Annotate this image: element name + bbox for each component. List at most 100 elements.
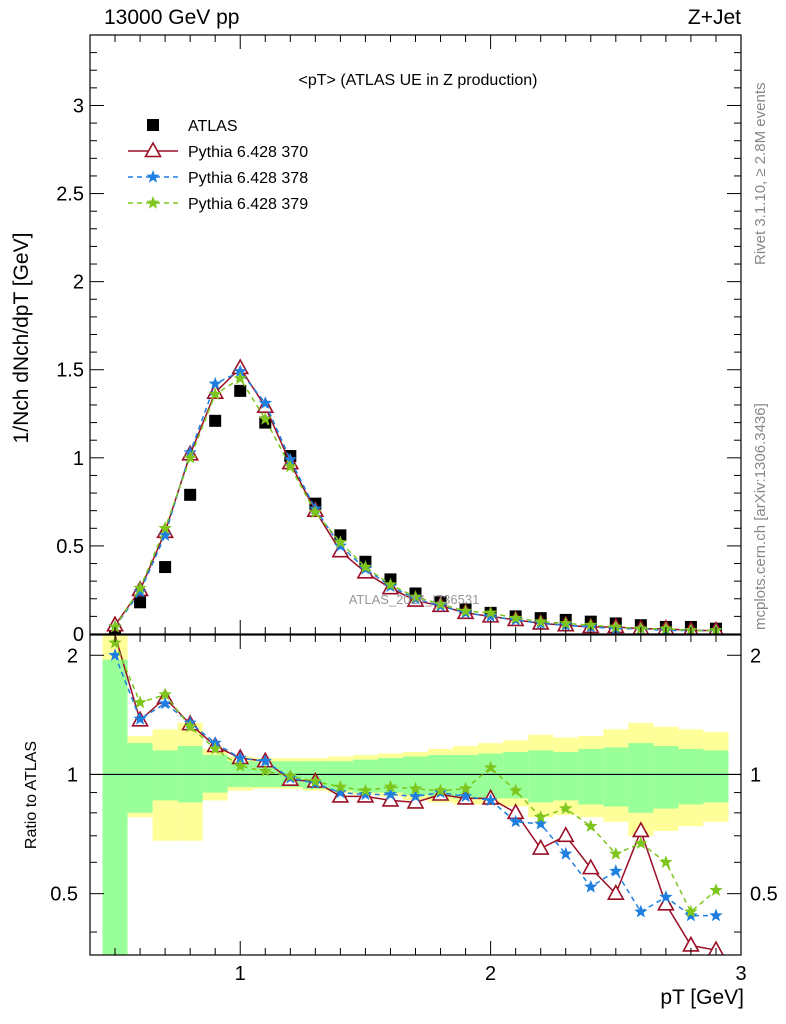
band-inner: [703, 750, 729, 803]
ratio-point: [556, 826, 575, 843]
ratio-point: [158, 687, 172, 701]
side-label-bottom: mcplots.cern.ch [arXiv:1306.3436]: [752, 403, 769, 630]
data-point: [208, 376, 222, 390]
ratio-y-tick-label-right: 1: [750, 764, 761, 786]
y-tick-label: 1: [73, 448, 84, 470]
data-point: [383, 577, 398, 591]
data-point: [233, 371, 247, 385]
ratio-point: [659, 855, 673, 868]
axes: 1 2 3 0 0.5 1 1.5 2 2.5 3 0.5 0.5 1 1 2 2: [50, 35, 778, 985]
ratio-point: [283, 769, 297, 782]
data-point: [258, 412, 272, 425]
ratio-point: [458, 789, 473, 803]
y-tick-label: 1.5: [56, 360, 84, 382]
legend-marker: [144, 141, 162, 158]
legend-label: Pythia 6.428 370: [188, 144, 308, 161]
ratio-point: [333, 785, 347, 799]
y-tick-label: 3: [73, 95, 84, 117]
ratio-point: [158, 696, 172, 710]
y-tick-label: 0.5: [56, 536, 84, 558]
legend-entry: Pythia 6.428 378: [128, 170, 308, 187]
ratio-series-pythia-6-428-379: [108, 635, 723, 918]
ratio-panel: [90, 635, 741, 955]
ratio-point: [133, 695, 147, 709]
band-inner: [553, 751, 579, 801]
ratio-point: [233, 759, 247, 772]
band-inner: [578, 748, 604, 805]
data-point: [234, 384, 247, 397]
ratio-point: [534, 816, 548, 830]
band-inner: [653, 745, 679, 809]
data-point: [258, 396, 272, 409]
ratio-y-tick-label: 2: [67, 645, 78, 667]
ratio-point: [358, 787, 373, 801]
ratio-point: [183, 719, 197, 733]
ratio-point: [584, 879, 598, 893]
data-point: [484, 605, 498, 619]
data-point: [458, 604, 473, 617]
ratio-point: [581, 858, 600, 875]
data-point: [209, 414, 222, 427]
data-point: [133, 581, 147, 594]
x-tick-label: 3: [735, 963, 746, 985]
band-inner: [102, 659, 128, 955]
band-inner: [528, 750, 554, 803]
chart-title: <pT> (ATLAS UE in Z production): [299, 72, 538, 89]
data-point: [559, 616, 573, 630]
data-point: [609, 620, 623, 633]
ratio-point: [534, 810, 548, 823]
band-inner: [603, 747, 629, 807]
data-point: [183, 450, 197, 464]
data-point: [283, 452, 297, 466]
x-tick-label: 1: [235, 963, 246, 985]
legend-entry: ATLAS: [147, 118, 238, 135]
ratio-point: [634, 836, 648, 849]
legend-entry: Pythia 6.428 370: [128, 141, 308, 161]
ratio-point: [659, 890, 673, 903]
y-tick-label: 2: [73, 272, 84, 294]
ratio-point: [258, 754, 272, 767]
legend-marker: [147, 119, 159, 131]
ratio-point: [684, 908, 698, 922]
y-axis-label-lower: Ratio to ATLAS: [23, 741, 40, 849]
data-point: [233, 364, 247, 378]
ratio-point: [559, 846, 573, 860]
ratio-point: [358, 783, 373, 797]
legend: ATLAS Pythia 6.428 370 Pythia 6.428 378 Pyt…: [128, 118, 308, 213]
ratio-point: [208, 741, 222, 755]
x-axis-label: pT [GeV]: [660, 986, 744, 1009]
ratio-y-tick-label-right: 0.5: [750, 884, 778, 906]
band-inner: [628, 743, 654, 813]
ratio-point: [606, 884, 625, 900]
data-point: [108, 620, 122, 633]
ratio-y-tick-label: 0.5: [50, 884, 78, 906]
ratio-point: [383, 779, 398, 793]
data-point: [158, 528, 172, 541]
band-inner: [678, 748, 704, 805]
ratio-y-tick-label: 1: [67, 764, 78, 786]
ratio-point: [709, 908, 723, 922]
data-point: [308, 505, 322, 519]
ratio-point: [433, 783, 448, 797]
ratio-point: [559, 801, 573, 815]
ratio-point: [509, 814, 523, 828]
ratio-point: [531, 838, 550, 855]
legend-marker: [146, 170, 160, 183]
ratio-point: [108, 635, 122, 649]
ratio-point: [458, 781, 473, 795]
ratio-point: [657, 894, 675, 911]
side-label-top: Rivet 3.1.10, ≥ 2.8M events: [752, 83, 769, 266]
ratio-point: [133, 712, 147, 725]
ratio-point: [408, 789, 423, 803]
y-tick-label: 2.5: [56, 184, 84, 206]
ratio-point: [484, 793, 498, 807]
band-inner: [152, 750, 178, 801]
ratio-point: [609, 864, 623, 877]
band-inner: [127, 743, 153, 813]
series-pythia-6-428-379: [108, 371, 723, 634]
data-point: [433, 597, 448, 610]
ratio-point: [509, 783, 523, 797]
ratio-point: [233, 751, 247, 764]
legend-marker: [146, 196, 160, 209]
